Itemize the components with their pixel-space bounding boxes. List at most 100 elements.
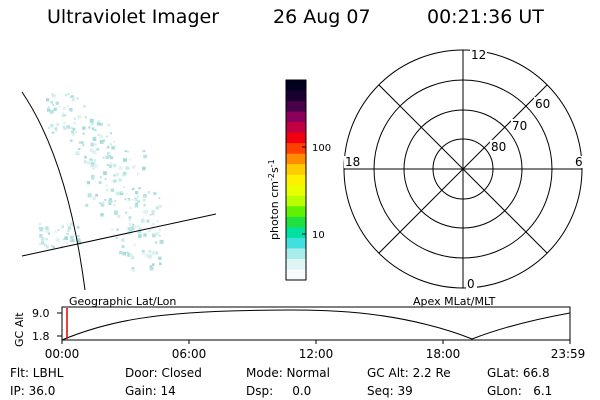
emission-speckle — [71, 95, 74, 98]
emission-speckle — [90, 142, 95, 147]
emission-speckle — [76, 225, 80, 229]
colorbar-cell — [286, 216, 306, 228]
emission-speckle — [113, 145, 116, 148]
emission-speckle — [106, 145, 110, 149]
emission-speckle — [64, 94, 67, 97]
emission-speckle — [84, 155, 87, 159]
emission-speckle — [76, 97, 79, 100]
emission-speckle — [38, 242, 42, 246]
emission-speckle — [69, 222, 74, 226]
emission-speckle — [54, 230, 57, 233]
emission-speckle — [39, 227, 44, 232]
emission-speckle — [155, 231, 160, 236]
emission-speckle — [93, 162, 96, 164]
colorbar-cell — [286, 195, 306, 207]
emission-speckle — [70, 235, 74, 240]
emission-speckle — [48, 127, 50, 129]
emission-speckle — [45, 226, 49, 230]
latitude-line — [21, 213, 217, 257]
colorbar-cell — [286, 164, 306, 176]
emission-speckle — [125, 166, 129, 170]
colorbar-cell — [286, 237, 306, 250]
emission-speckle — [89, 148, 94, 153]
colorbar-unit-label: photon cm-2s-1 — [267, 159, 281, 240]
emission-speckle — [105, 155, 109, 159]
emission-speckle — [132, 165, 136, 169]
emission-speckle — [77, 240, 82, 245]
emission-speckle — [153, 191, 157, 196]
emission-speckle — [72, 132, 75, 135]
emission-speckle — [147, 254, 152, 259]
mlat-label-70: 70 — [512, 119, 527, 133]
colorbar-cell — [286, 206, 306, 218]
emission-speckle — [55, 101, 59, 105]
emission-speckle — [93, 159, 97, 162]
emission-speckle — [133, 243, 136, 247]
emission-speckle — [45, 238, 48, 241]
emission-speckle — [144, 227, 146, 229]
observation-time: 00:21:36 UT — [427, 6, 544, 28]
flight-filter-status: Flt: LBHL — [10, 366, 64, 380]
sequence-status: Seq: 39 — [367, 384, 413, 398]
x-tick-label-0000: 00:00 — [45, 347, 80, 361]
emission-speckle — [57, 229, 60, 231]
door-status: Door: Closed — [125, 366, 202, 380]
emission-speckle — [128, 216, 132, 219]
emission-speckle — [152, 222, 155, 226]
mode-status: Mode: Normal — [246, 366, 330, 380]
emission-speckle — [64, 114, 67, 117]
emission-speckle — [140, 218, 145, 223]
emission-speckle — [78, 147, 81, 150]
dsp-status: Dsp: 0.0 — [246, 384, 312, 398]
x-tick-label-1800: 18:00 — [426, 347, 461, 361]
emission-speckle — [66, 125, 71, 129]
emission-speckle — [50, 244, 53, 247]
emission-speckle — [128, 219, 131, 222]
emission-speckle — [94, 164, 98, 168]
colorbar-cell — [286, 227, 306, 239]
emission-speckle — [110, 200, 113, 203]
emission-speckle — [123, 158, 127, 162]
emission-speckle — [122, 245, 124, 248]
emission-speckle — [75, 131, 77, 134]
emission-speckle — [95, 143, 97, 146]
emission-speckle — [129, 253, 134, 258]
emission-speckle — [62, 107, 66, 110]
emission-speckle — [133, 225, 137, 229]
mlt-label-18: 18 — [345, 155, 360, 169]
emission-speckle — [69, 240, 72, 242]
emission-speckle — [103, 171, 107, 175]
emission-speckle — [92, 167, 95, 170]
observation-date: 26 Aug 07 — [273, 6, 371, 28]
emission-speckle — [137, 229, 142, 234]
emission-speckle — [99, 122, 103, 126]
emission-speckle — [54, 127, 58, 131]
altitude-plot-frame — [61, 306, 571, 341]
emission-speckle — [46, 98, 50, 102]
emission-speckle — [76, 151, 79, 155]
emission-speckle — [67, 93, 70, 96]
emission-speckle — [151, 263, 155, 266]
emission-speckle — [104, 198, 107, 201]
emission-speckle — [89, 118, 94, 123]
emission-speckle — [155, 251, 158, 254]
emission-speckle — [68, 109, 71, 112]
colorbar-cell — [286, 153, 306, 165]
gc-altitude-status: GC Alt: 2.2 Re — [367, 366, 451, 380]
emission-speckle — [143, 233, 147, 237]
emission-speckle — [98, 133, 101, 136]
emission-speckle — [53, 107, 57, 111]
emission-speckle — [110, 188, 115, 192]
geographic-image-panel — [21, 91, 217, 291]
x-tick-label-1200: 12:00 — [299, 347, 334, 361]
emission-speckle — [94, 129, 97, 132]
emission-speckle — [158, 197, 161, 199]
geographic-longitude-status: GLon: 6.1 — [487, 384, 553, 398]
emission-speckle — [55, 122, 60, 127]
y-tick-label-9: 9.0 — [32, 307, 50, 320]
emission-speckle — [158, 256, 162, 260]
emission-speckle — [152, 214, 155, 217]
emission-speckle — [115, 172, 120, 177]
emission-speckle — [143, 204, 146, 207]
